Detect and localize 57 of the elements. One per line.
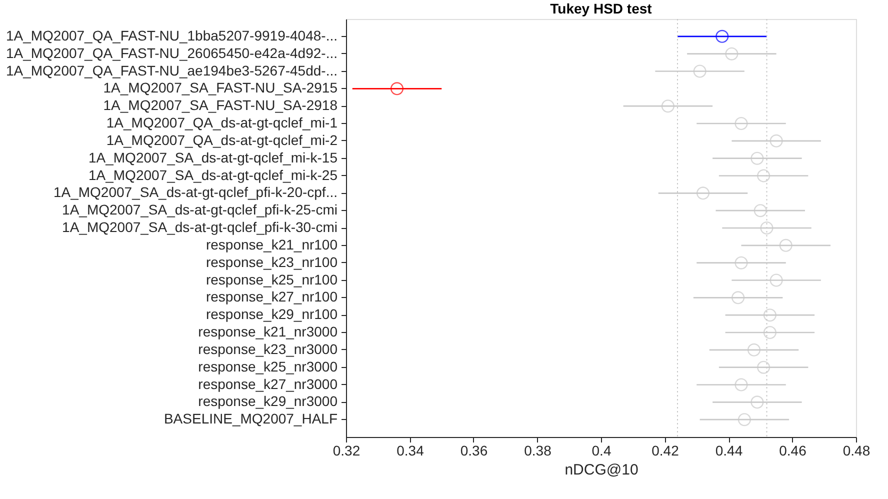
point: [738, 413, 751, 426]
y-tick-label: 1A_MQ2007_SA_ds-at-gt-qclef_pfi-k-30-cmi: [62, 219, 338, 235]
y-tick-label: 1A_MQ2007_SA_ds-at-gt-qclef_mi-k-25: [88, 166, 338, 183]
y-tick-label: 1A_MQ2007_QA_ds-at-gt-qclef_mi-1: [106, 114, 338, 130]
y-tick-label: response_k21_nr100: [206, 236, 338, 252]
x-tick-label: 0.42: [652, 442, 680, 458]
x-axis-title: nDCG@10: [564, 462, 638, 478]
y-tick-label: 1A_MQ2007_SA_ds-at-gt-qclef_pfi-k-25-cmi: [62, 202, 338, 218]
point: [716, 30, 729, 43]
point: [693, 64, 706, 78]
point: [747, 343, 761, 356]
y-tick-label: response_k25_nr100: [206, 271, 338, 288]
y-tick-label: response_k29_nr3000: [198, 393, 338, 410]
point: [750, 152, 764, 165]
y-tick-label: 1A_MQ2007_SA_FAST-NU_SA-2915: [103, 80, 338, 96]
point: [779, 238, 792, 252]
y-tick-label: 1A_MQ2007_QA_FAST-NU_26065450-e42a-4d92-...: [6, 44, 338, 61]
y-tick-label: 1A_MQ2007_SA_ds-at-gt-qclef_pfi-k-20-cpf...: [53, 184, 338, 200]
x-tick-label: 0.36: [460, 442, 488, 458]
y-tick-label: 1A_MQ2007_QA_FAST-NU_ae194be3-5267-45dd-...: [6, 62, 338, 78]
x-tick-label: 0.32: [332, 442, 360, 458]
point: [732, 291, 745, 304]
point: [770, 274, 783, 287]
point: [734, 116, 748, 130]
y-tick-label: response_k21_nr3000: [198, 324, 338, 340]
point: [757, 169, 770, 182]
point: [661, 100, 674, 113]
point: [725, 47, 738, 60]
y-tick-label: response_k27_nr3000: [198, 376, 338, 392]
y-tick-label: response_k25_nr3000: [198, 358, 338, 374]
x-tick-label: 0.34: [396, 442, 424, 458]
point: [760, 221, 774, 235]
y-tick-label: 1A_MQ2007_SA_ds-at-gt-qclef_mi-k-15: [88, 149, 338, 166]
point: [770, 134, 783, 148]
y-tick-label: 1A_MQ2007_QA_FAST-NU_1bba5207-9919-4048-...: [6, 27, 338, 44]
point: [757, 360, 770, 374]
chart-title: Tukey HSD test: [550, 0, 652, 16]
point: [763, 308, 776, 322]
point: [734, 378, 748, 392]
point: [696, 186, 710, 200]
x-tick-label: 0.38: [524, 442, 552, 458]
y-tick-label: BASELINE_MQ2007_HALF: [164, 410, 338, 427]
y-tick-label: response_k23_nr100: [206, 254, 338, 270]
point: [390, 82, 404, 96]
point: [750, 396, 764, 409]
y-tick-label: response_k29_nr100: [206, 306, 338, 322]
point: [754, 204, 767, 218]
y-tick-label: response_k27_nr100: [206, 288, 338, 305]
x-tick-label: 0.4: [592, 442, 612, 458]
x-tick-label: 0.48: [842, 442, 870, 458]
y-tick-label: 1A_MQ2007_QA_ds-at-gt-qclef_mi-2: [106, 132, 338, 148]
point: [763, 326, 776, 340]
y-tick-label: 1A_MQ2007_SA_FAST-NU_SA-2918: [103, 97, 338, 114]
x-tick-label: 0.44: [715, 442, 743, 458]
x-tick-label: 0.46: [779, 442, 807, 458]
y-tick-label: response_k23_nr3000: [198, 340, 338, 357]
point: [734, 256, 748, 270]
